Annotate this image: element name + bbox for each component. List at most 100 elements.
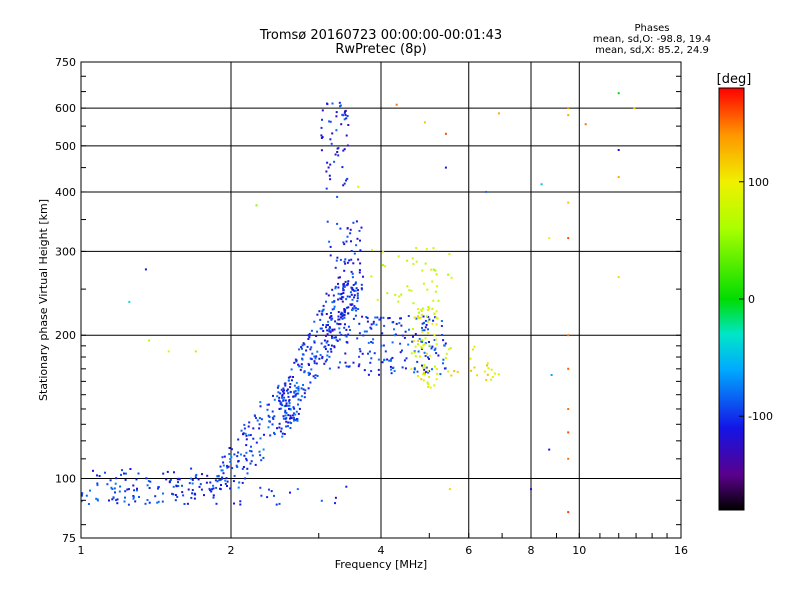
- data-point: [256, 419, 259, 422]
- data-point: [442, 339, 445, 342]
- data-point: [433, 384, 436, 387]
- data-point: [289, 391, 292, 394]
- data-point: [411, 340, 414, 343]
- data-point: [116, 502, 119, 505]
- data-point: [250, 450, 253, 453]
- data-point: [92, 469, 94, 472]
- data-point: [340, 298, 343, 301]
- data-point: [340, 123, 343, 126]
- data-point: [358, 269, 361, 272]
- data-point: [567, 367, 570, 370]
- data-point: [487, 367, 490, 370]
- data-point: [283, 405, 286, 408]
- data-point: [280, 407, 283, 410]
- data-point: [427, 315, 430, 318]
- data-point: [118, 490, 121, 493]
- data-point: [325, 300, 327, 303]
- data-point: [370, 275, 373, 278]
- data-point: [567, 237, 570, 240]
- data-point: [324, 360, 327, 363]
- data-point: [390, 358, 393, 361]
- data-point: [320, 342, 323, 345]
- data-point: [343, 314, 346, 317]
- data-point: [313, 341, 316, 344]
- data-point: [320, 149, 323, 152]
- y-axis-label: Stationary phase Virtual Height [km]: [37, 199, 50, 401]
- data-point: [289, 421, 292, 424]
- data-point: [485, 190, 488, 193]
- data-point: [194, 493, 197, 496]
- data-point: [228, 453, 231, 455]
- data-point: [335, 111, 338, 114]
- data-point: [314, 374, 317, 377]
- data-point: [157, 500, 160, 503]
- data-point: [427, 370, 430, 373]
- data-point: [166, 470, 169, 473]
- data-point: [191, 482, 194, 485]
- data-point: [276, 386, 279, 389]
- data-point: [302, 388, 305, 391]
- data-point: [376, 316, 379, 319]
- data-point: [388, 359, 391, 362]
- data-point: [338, 331, 341, 334]
- data-point: [339, 276, 341, 279]
- data-point: [169, 478, 172, 481]
- data-point: [328, 367, 331, 370]
- data-point: [301, 353, 304, 356]
- data-point: [186, 502, 189, 505]
- data-point: [96, 484, 99, 487]
- data-point: [229, 460, 232, 463]
- data-point: [416, 370, 419, 373]
- data-point: [410, 368, 413, 371]
- data-point: [205, 481, 208, 484]
- data-point: [320, 134, 323, 137]
- data-point: [216, 480, 219, 483]
- data-point: [287, 376, 290, 379]
- data-point: [347, 325, 350, 328]
- data-point: [288, 402, 291, 405]
- data-point: [367, 373, 370, 376]
- data-point: [327, 344, 330, 346]
- data-point: [358, 348, 361, 350]
- data-point: [339, 361, 341, 364]
- data-point: [191, 492, 194, 495]
- data-point: [420, 348, 423, 350]
- data-point: [328, 326, 331, 329]
- data-point: [297, 398, 300, 401]
- data-point: [314, 377, 317, 379]
- data-point: [148, 501, 151, 504]
- data-point: [389, 359, 392, 362]
- data-point: [194, 475, 197, 477]
- data-point: [422, 282, 425, 285]
- data-point: [469, 357, 472, 360]
- data-point: [329, 163, 332, 166]
- data-point: [250, 460, 253, 463]
- data-point: [203, 494, 205, 497]
- data-point: [427, 385, 430, 388]
- data-point: [331, 337, 333, 340]
- data-point: [144, 268, 147, 271]
- data-point: [237, 460, 240, 462]
- data-point: [340, 316, 342, 319]
- data-point: [280, 401, 283, 404]
- data-point: [567, 457, 570, 460]
- data-point: [360, 226, 363, 229]
- data-point: [329, 254, 332, 257]
- data-point: [530, 488, 532, 491]
- data-point: [422, 379, 425, 382]
- data-point: [336, 147, 339, 150]
- data-point: [345, 365, 348, 368]
- data-point: [288, 400, 290, 403]
- data-point: [422, 344, 425, 347]
- data-point: [473, 345, 476, 348]
- data-point: [233, 502, 235, 505]
- data-point: [421, 339, 424, 342]
- data-point: [354, 307, 357, 309]
- data-point: [307, 338, 310, 340]
- data-point: [303, 392, 306, 395]
- data-point: [128, 488, 130, 491]
- data-point: [352, 317, 355, 320]
- data-point: [176, 495, 179, 498]
- data-point: [421, 322, 424, 325]
- data-point: [497, 373, 500, 376]
